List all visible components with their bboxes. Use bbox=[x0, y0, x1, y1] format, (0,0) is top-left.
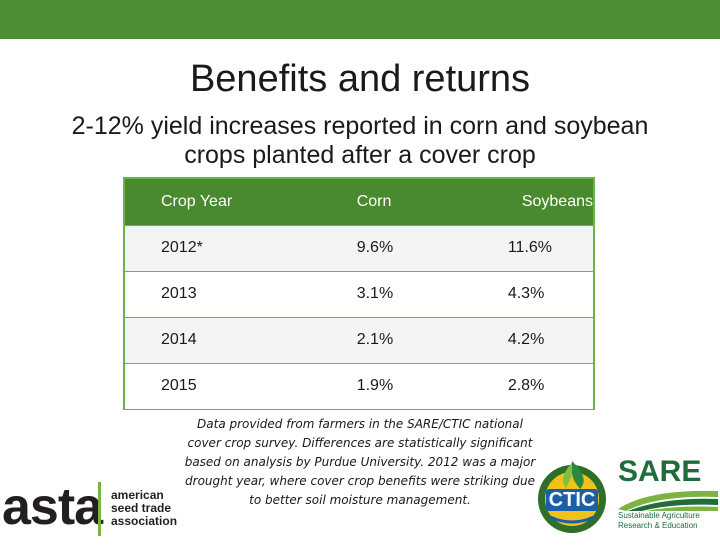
asta-sub-line: association bbox=[111, 514, 178, 528]
slide-subtitle: 2-12% yield increases reported in corn a… bbox=[71, 112, 649, 169]
survey-note: Data provided from farmers in the SARE/C… bbox=[184, 417, 536, 507]
cell-corn: 1.9% bbox=[356, 377, 394, 395]
sare-logo: SARE Sustainable Agriculture Research & … bbox=[616, 455, 720, 540]
cell-year: 2014 bbox=[161, 331, 197, 348]
cell-corn: 3.1% bbox=[356, 285, 394, 302]
cell-corn: 9.6% bbox=[356, 239, 394, 256]
sare-sub-line: Research & Education bbox=[618, 521, 698, 530]
ctic-logo: CTIC bbox=[536, 453, 608, 540]
asta-sub-line: american bbox=[111, 488, 164, 502]
asta-logo-subtitle: american seed trade association bbox=[111, 489, 191, 528]
table-row: 2012* 9.6% 11.6% bbox=[125, 225, 593, 271]
header-corn: Corn bbox=[356, 192, 392, 210]
cell-year: 2012* bbox=[161, 239, 203, 256]
cell-year: 2015 bbox=[161, 377, 197, 395]
table-row: 2014 2.1% 4.2% bbox=[125, 317, 593, 363]
asta-sub-line: seed trade bbox=[111, 501, 172, 515]
cell-soybeans: 2.8% bbox=[507, 377, 545, 395]
ctic-badge-icon bbox=[538, 461, 606, 533]
cell-soybeans: 11.6% bbox=[507, 239, 553, 256]
cell-soybeans: 4.2% bbox=[507, 331, 545, 348]
table-row: 2015 1.9% 2.8% bbox=[125, 363, 593, 409]
ctic-logo-word: CTIC bbox=[548, 489, 596, 511]
cell-year: 2013 bbox=[161, 285, 197, 302]
header-crop-year: Crop Year bbox=[161, 192, 233, 210]
asta-logo-word: asta bbox=[2, 478, 103, 536]
sare-fields-icon bbox=[618, 490, 718, 511]
sare-sub-line: Sustainable Agriculture bbox=[618, 511, 700, 520]
slide-title: Benefits and returns bbox=[189, 58, 531, 100]
top-band bbox=[0, 0, 720, 39]
sare-logo-subtitle: Sustainable Agriculture Research & Educa… bbox=[618, 511, 720, 531]
asta-logo: asta american seed trade association bbox=[0, 478, 190, 540]
asta-logo-divider bbox=[98, 482, 101, 536]
cell-corn: 2.1% bbox=[356, 331, 394, 348]
cell-soybeans: 4.3% bbox=[507, 285, 545, 302]
table-header-row: Crop Year Corn Soybeans bbox=[125, 179, 593, 225]
yield-table: Crop Year Corn Soybeans 2012* 9.6% 11.6%… bbox=[123, 177, 595, 410]
table-row: 2013 3.1% 4.3% bbox=[125, 271, 593, 317]
header-soybeans: Soybeans bbox=[521, 192, 593, 210]
sare-logo-word: SARE bbox=[618, 455, 702, 488]
